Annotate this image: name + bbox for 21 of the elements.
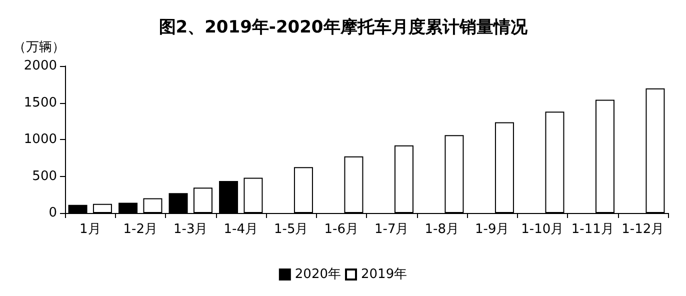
x-tick-label: 1月 [79, 222, 101, 237]
x-tick-label: 1-7月 [374, 222, 409, 237]
y-tick-label: 0 [48, 206, 57, 220]
x-tick-label: 1-5月 [274, 222, 308, 237]
x-tick-label: 1-9月 [475, 222, 510, 237]
chart-title: 图2、2019年-2020年摩托车月度累计销量情况 [158, 18, 528, 38]
x-tick-label: 1-6月 [324, 222, 358, 237]
y-tick-label: 2000 [24, 58, 57, 74]
y-tick-label: 1500 [24, 95, 57, 110]
x-tick-label: 1-10月 [521, 222, 564, 237]
x-tick-label: 1-8月 [424, 222, 459, 237]
x-tick-label: 1-11月 [571, 222, 614, 237]
x-tick-label: 1-2月 [123, 222, 158, 237]
legend-label: 2020年 [294, 267, 342, 282]
x-tick-label: 1-12月 [622, 222, 664, 237]
y-tick-label: 500 [32, 168, 57, 184]
y-tick-label: 1000 [24, 132, 57, 147]
legend-label: 2019年 [361, 267, 408, 282]
x-tick-label: 1-4月 [224, 222, 258, 237]
x-tick-label: 1-3月 [174, 222, 208, 237]
y-axis-title: （万辆） [13, 40, 65, 55]
